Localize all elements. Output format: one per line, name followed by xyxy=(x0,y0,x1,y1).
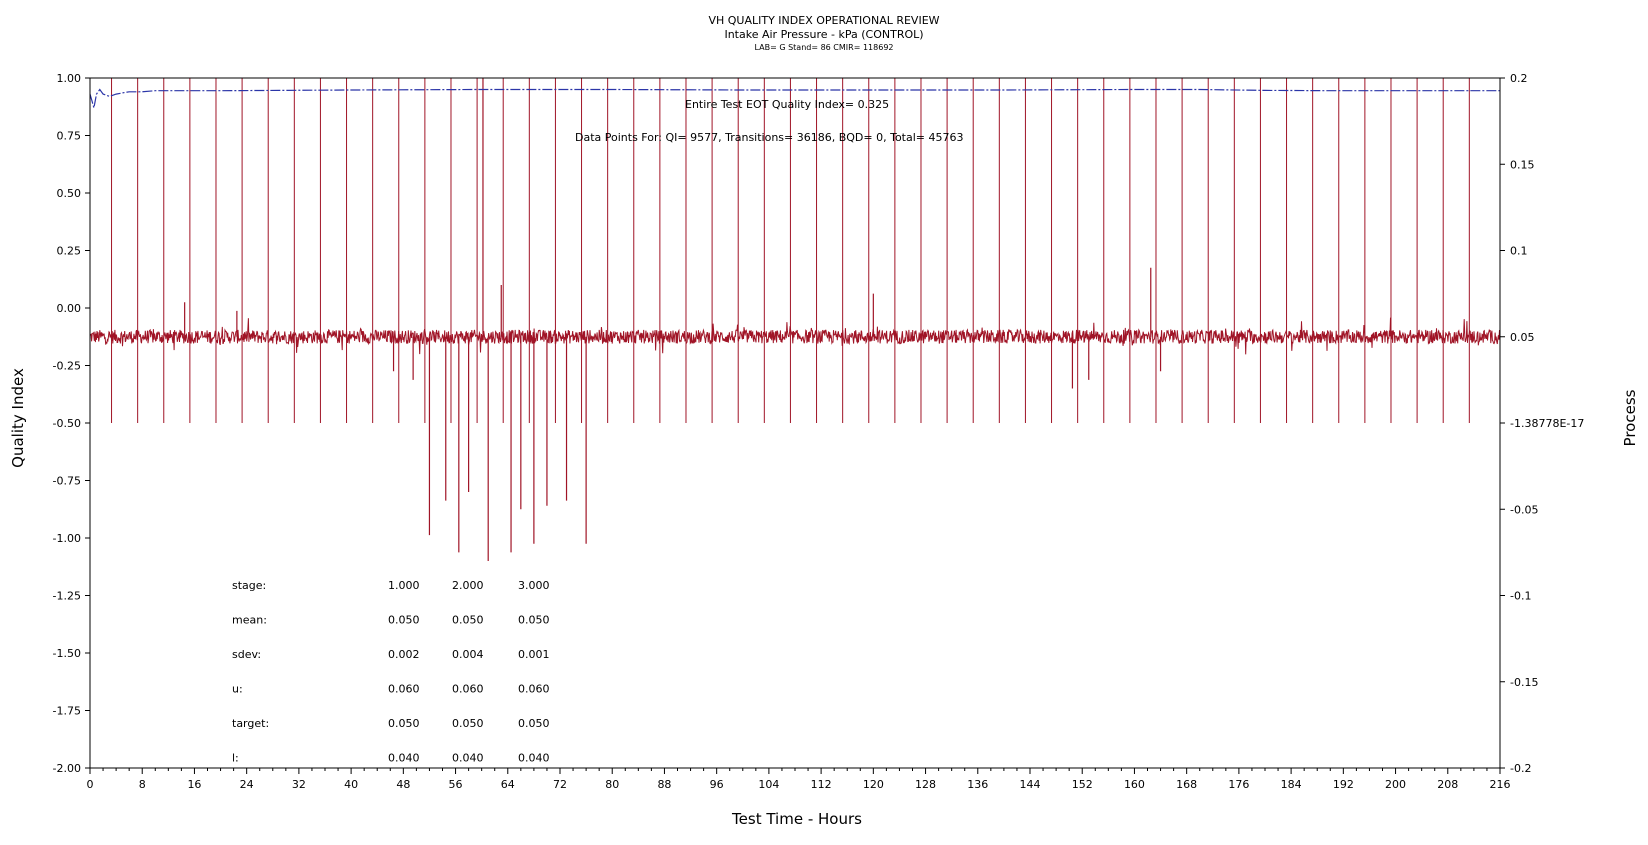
stats-value: 0.060 xyxy=(388,683,420,696)
stats-value: 0.001 xyxy=(518,648,550,661)
stats-table: stage: 1.000 2.000 3.000 mean: 0.050 0.050 0.05… xyxy=(232,579,550,765)
y-tick-label: 1.00 xyxy=(57,72,82,85)
stats-value: 0.050 xyxy=(452,614,484,627)
stats-value: 0.050 xyxy=(388,717,420,730)
stats-row-label: target: xyxy=(232,717,269,730)
x-tick-label: 56 xyxy=(449,778,463,791)
process-layer xyxy=(89,78,1501,561)
stats-value: 0.050 xyxy=(452,717,484,730)
x-tick-label: 128 xyxy=(915,778,936,791)
x-tick-label: 40 xyxy=(344,778,358,791)
x-tick-label: 80 xyxy=(605,778,619,791)
y2-tick-label: -1.38778E-17 xyxy=(1510,417,1584,430)
x-tick-label: 0 xyxy=(87,778,94,791)
process-series-line xyxy=(89,317,1501,355)
y-tick-label: -1.00 xyxy=(53,532,81,545)
x-tick-label: 48 xyxy=(396,778,410,791)
stats-value: 0.002 xyxy=(388,648,420,661)
y2-axis-label: Process xyxy=(1621,389,1639,446)
x-tick-label: 112 xyxy=(811,778,832,791)
x-tick-label: 160 xyxy=(1124,778,1145,791)
y-tick-label: -1.50 xyxy=(53,647,81,660)
x-tick-label: 64 xyxy=(501,778,515,791)
y2-tick-label: 0.2 xyxy=(1510,72,1528,85)
stats-value: 0.060 xyxy=(518,683,550,696)
x-tick-label: 152 xyxy=(1072,778,1093,791)
stats-value: 0.050 xyxy=(518,717,550,730)
y-tick-label: -1.25 xyxy=(53,590,81,603)
chart-title: VH QUALITY INDEX OPERATIONAL REVIEW xyxy=(708,14,940,27)
data-points-annotation: Data Points For: QI= 9577, Transitions= … xyxy=(575,131,964,144)
y-tick-label: 0.50 xyxy=(57,187,82,200)
x-axis-label: Test Time - Hours xyxy=(731,810,862,828)
stats-row-label: l: xyxy=(232,752,239,765)
y2-tick-label: 0.15 xyxy=(1510,158,1535,171)
stats-value: 0.050 xyxy=(388,614,420,627)
eot-quality-index-annotation: Entire Test EOT Quality Index= 0.325 xyxy=(685,98,889,111)
stats-value: 1.000 xyxy=(388,579,420,592)
x-tick-label: 200 xyxy=(1385,778,1406,791)
x-tick-label: 120 xyxy=(863,778,884,791)
x-tick-label: 192 xyxy=(1333,778,1354,791)
x-tick-label: 96 xyxy=(710,778,724,791)
x-tick-label: 144 xyxy=(1020,778,1041,791)
x-tick-label: 16 xyxy=(187,778,201,791)
stats-value: 0.060 xyxy=(452,683,484,696)
y-tick-label: -2.00 xyxy=(53,762,81,775)
y-tick-label: 0.25 xyxy=(57,245,82,258)
y-tick-label: -1.75 xyxy=(53,705,81,718)
stats-value: 0.040 xyxy=(518,752,550,765)
stats-value: 0.040 xyxy=(452,752,484,765)
x-tick-label: 208 xyxy=(1437,778,1458,791)
y-tick-label: -0.25 xyxy=(53,360,81,373)
chart-subtitle: Intake Air Pressure - kPa (CONTROL) xyxy=(724,28,924,41)
y2-tick-label: 0.05 xyxy=(1510,331,1535,344)
x-tick-label: 176 xyxy=(1228,778,1249,791)
stats-value: 0.050 xyxy=(518,614,550,627)
x-tick-label: 136 xyxy=(967,778,988,791)
stats-row-label: mean: xyxy=(232,614,267,627)
x-tick-label: 216 xyxy=(1490,778,1511,791)
x-tick-label: 72 xyxy=(553,778,567,791)
quality-index-line xyxy=(89,88,1500,109)
y-tick-label: -0.75 xyxy=(53,475,81,488)
quality-index-layer xyxy=(89,88,1500,109)
y-tick-label: -0.50 xyxy=(53,417,81,430)
y-tick-label: 0.75 xyxy=(57,130,82,143)
y2-tick-label: 0.1 xyxy=(1510,245,1528,258)
stats-value: 0.004 xyxy=(452,648,484,661)
stats-value: 3.000 xyxy=(518,579,550,592)
y-axis-label: Quality Index xyxy=(9,368,27,468)
stats-value: 0.040 xyxy=(388,752,420,765)
y2-tick-label: -0.15 xyxy=(1510,676,1538,689)
x-tick-label: 104 xyxy=(758,778,779,791)
stats-row-label: u: xyxy=(232,683,243,696)
x-tick-label: 32 xyxy=(292,778,306,791)
x-tick-label: 88 xyxy=(657,778,671,791)
chart-subtitle-2: LAB= G Stand= 86 CMIR= 118692 xyxy=(754,43,894,52)
y-tick-label: 0.00 xyxy=(57,302,82,315)
axes-layer: 1.00 0.75 0.50 0.25 0.00 -0.25 -0.50 -0.75 -1.00… xyxy=(53,72,1585,791)
stats-row-label: stage: xyxy=(232,579,266,592)
x-tick-label: 168 xyxy=(1176,778,1197,791)
stats-row-label: sdev: xyxy=(232,648,261,661)
x-tick-label: 8 xyxy=(139,778,146,791)
y2-tick-label: -0.05 xyxy=(1510,503,1538,516)
y2-tick-label: -0.2 xyxy=(1510,762,1531,775)
plot-frame xyxy=(89,77,1501,769)
x-tick-label: 184 xyxy=(1281,778,1302,791)
y2-tick-label: -0.1 xyxy=(1510,590,1531,603)
x-tick-label: 24 xyxy=(240,778,254,791)
stats-value: 2.000 xyxy=(452,579,484,592)
